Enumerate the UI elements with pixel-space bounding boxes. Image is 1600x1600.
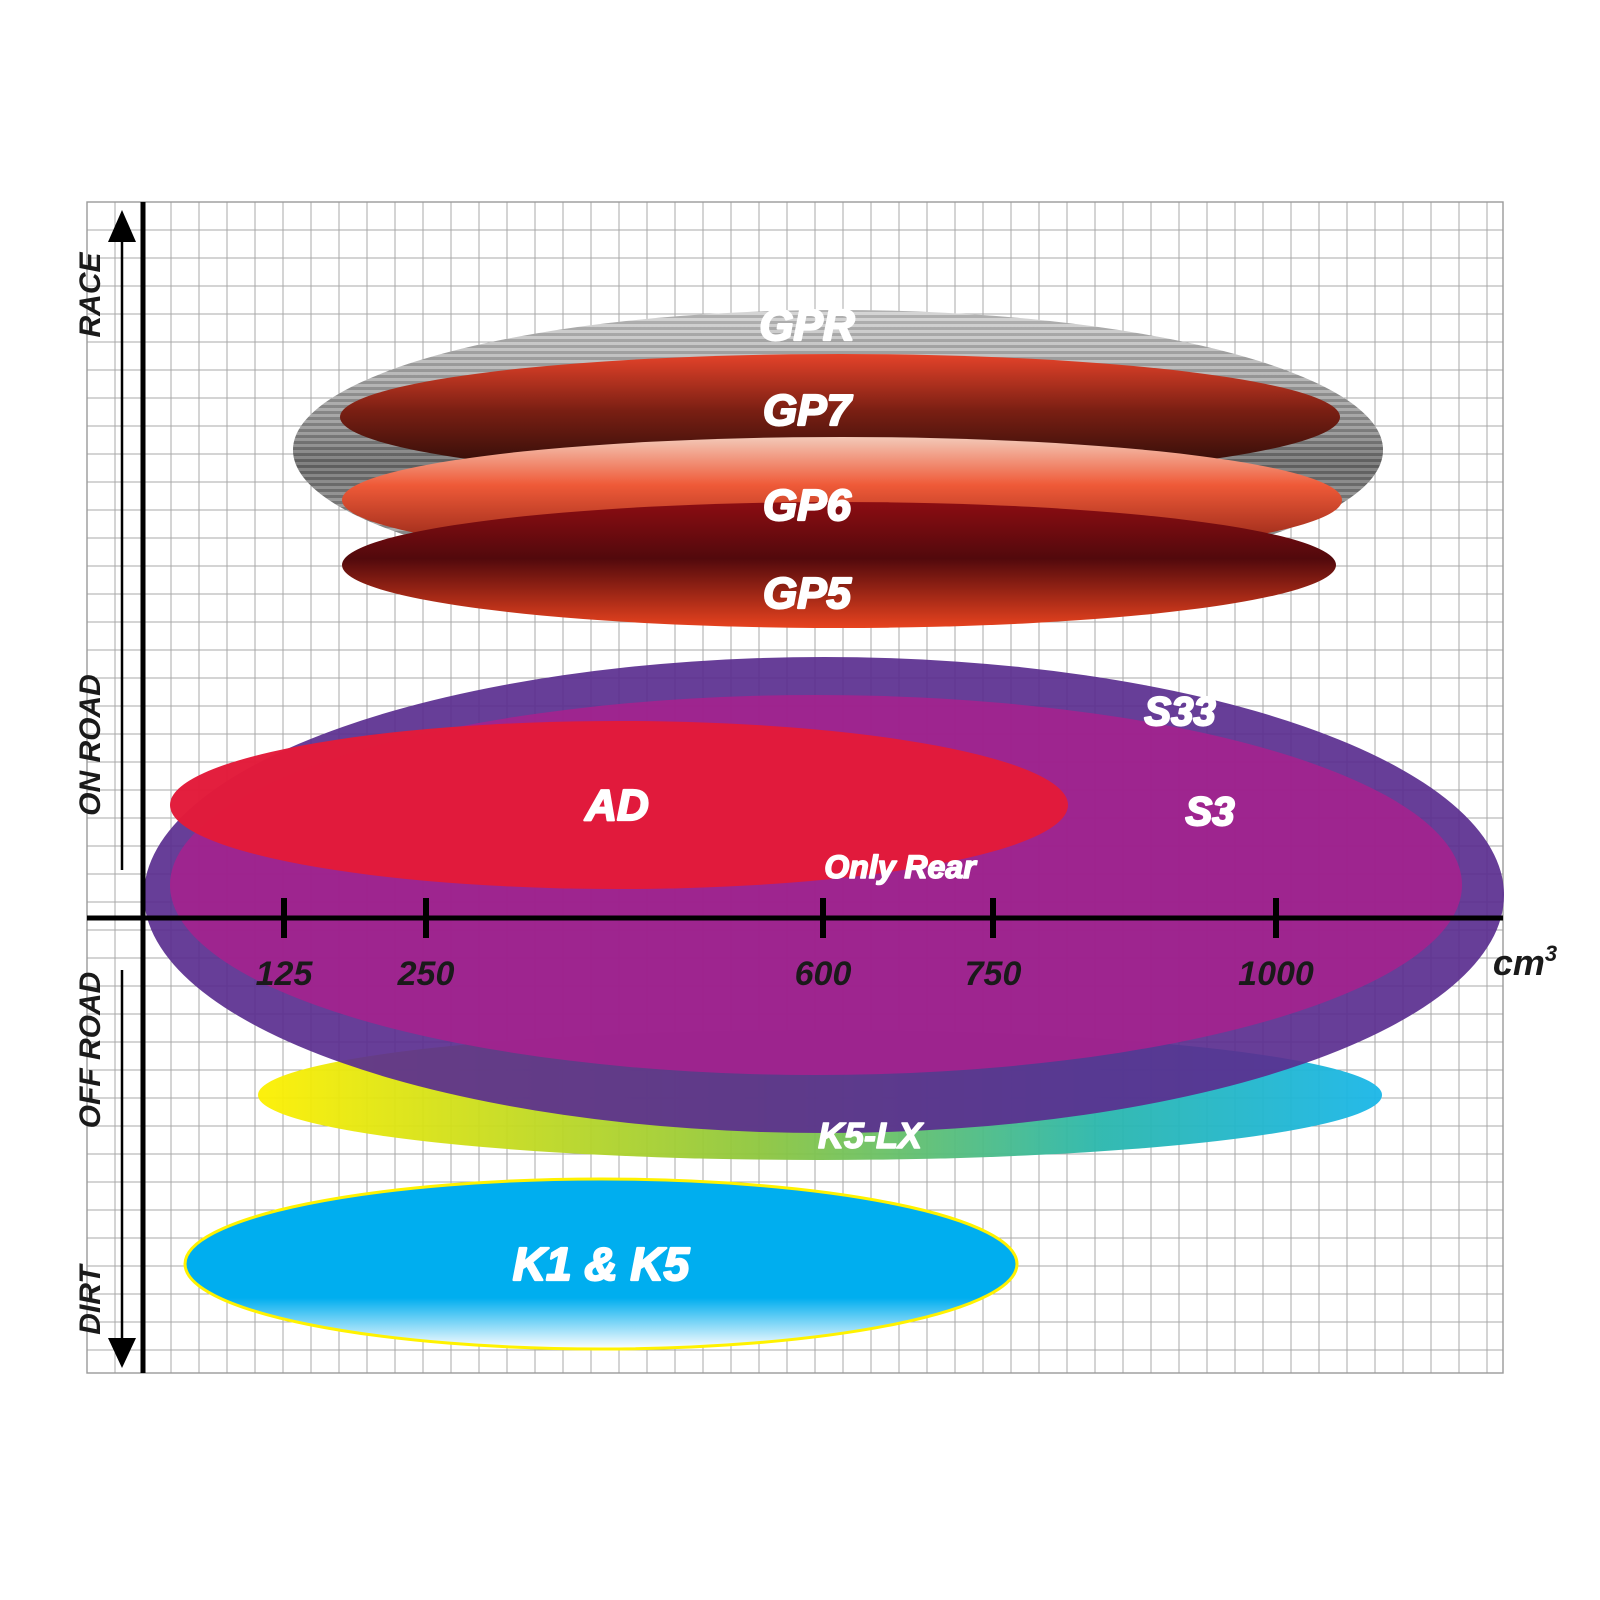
svg-text:600: 600 [795,955,852,993]
svg-text:cm3: cm3 [1493,941,1557,983]
svg-text:DIRT: DIRT [74,1263,107,1335]
svg-text:750: 750 [965,955,1022,993]
svg-text:GP7: GP7 [763,386,854,435]
svg-text:RACE: RACE [74,252,107,338]
svg-text:GP6: GP6 [763,481,852,530]
svg-text:250: 250 [397,955,455,993]
svg-text:K1 & K5: K1 & K5 [513,1238,691,1290]
svg-text:GP5: GP5 [763,569,852,618]
svg-text:1000: 1000 [1238,955,1314,993]
svg-text:OFF ROAD: OFF ROAD [74,972,107,1129]
svg-text:S33: S33 [1144,690,1215,734]
svg-text:GPR: GPR [759,301,855,350]
svg-text:ON ROAD: ON ROAD [74,674,107,816]
svg-text:AD: AD [584,781,649,830]
svg-text:Only Rear: Only Rear [824,849,977,885]
svg-text:K5-LX: K5-LX [818,1115,924,1156]
svg-text:S3: S3 [1186,790,1235,834]
svg-text:125: 125 [256,955,314,993]
